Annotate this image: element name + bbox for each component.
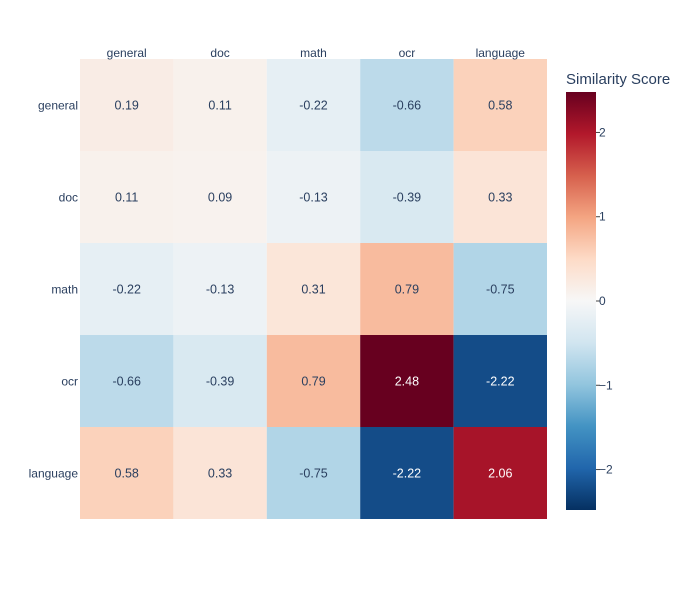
colorbar-tick-label: 2 — [599, 125, 606, 139]
heatmap-cell-language-general — [80, 427, 174, 519]
cell-value-label: 0.11 — [208, 99, 231, 113]
cell-value-label: -0.22 — [299, 99, 328, 113]
cell-value-label: -0.75 — [486, 283, 515, 297]
cell-value-label: -0.22 — [112, 283, 141, 297]
heatmap-cell-doc-doc — [173, 151, 267, 243]
colorbar: Similarity Score 2 1 0 −1 −2 — [566, 71, 670, 510]
cell-value-label: 0.58 — [488, 99, 512, 113]
cell-value-label: 0.58 — [115, 467, 139, 481]
cell-value-label: 0.09 — [208, 191, 232, 205]
cell-value-label: 0.11 — [115, 191, 138, 205]
heatmap-cell-language-doc — [173, 427, 267, 519]
heatmap-cell-doc-general — [80, 151, 174, 243]
cell-value-label: -2.22 — [486, 375, 515, 389]
heatmap-cell-ocr-doc — [173, 335, 267, 427]
cell-value-label: 0.19 — [115, 99, 139, 113]
cell-value-label: -0.13 — [206, 283, 235, 297]
cell-value-label: -0.66 — [393, 99, 422, 113]
cell-value-label: -0.39 — [393, 191, 422, 205]
colorbar-tick-label: −1 — [599, 378, 613, 392]
heatmap-cell-math-doc — [173, 243, 267, 335]
cell-value-label: 2.48 — [395, 375, 419, 389]
heatmap-cell-ocr-ocr — [360, 335, 454, 427]
heatmap-cell-doc-ocr — [360, 151, 454, 243]
heatmap-cell-labels: 0.19 0.11 -0.22 -0.66 0.58 0.11 0.09 -0.13 -0.39… — [112, 99, 514, 481]
cell-value-label: 2.06 — [488, 467, 512, 481]
x-tick-label-math: math — [300, 46, 327, 60]
colorbar-gradient — [566, 92, 596, 510]
heatmap-cell-doc-math — [266, 151, 361, 243]
heatmap-cell-ocr-general — [80, 335, 174, 427]
heatmap-cell-math-math — [266, 243, 361, 335]
heatmap-cell-ocr-language — [453, 335, 547, 427]
cell-value-label: -0.75 — [299, 467, 328, 481]
heatmap-cells — [80, 59, 547, 519]
heatmap-cell-general-doc — [173, 59, 267, 151]
heatmap-cell-math-general — [80, 243, 174, 335]
cell-value-label: 0.31 — [301, 283, 325, 297]
cell-value-label: 0.79 — [301, 375, 325, 389]
heatmap-cell-language-ocr — [360, 427, 454, 519]
x-tick-label-doc: doc — [210, 46, 229, 60]
heatmap-cell-ocr-math — [266, 335, 361, 427]
cell-value-label: 0.79 — [395, 283, 419, 297]
colorbar-ticks: 2 1 0 −1 −2 — [596, 125, 613, 477]
y-tick-label-doc: doc — [59, 191, 78, 205]
y-tick-label-math: math — [51, 283, 78, 297]
y-tick-label-general: general — [38, 99, 78, 113]
cell-value-label: -0.39 — [206, 375, 235, 389]
heatmap-cell-general-language — [453, 59, 547, 151]
heatmap-cell-doc-language — [453, 151, 547, 243]
heatmap-cell-language-math — [266, 427, 361, 519]
cell-value-label: -0.66 — [112, 375, 141, 389]
x-tick-label-language: language — [476, 46, 526, 60]
y-tick-label-language: language — [29, 467, 79, 481]
colorbar-title: Similarity Score — [566, 71, 670, 88]
y-tick-label-ocr: ocr — [61, 375, 78, 389]
heatmap-cell-math-ocr — [360, 243, 454, 335]
x-tick-label-general: general — [107, 46, 147, 60]
colorbar-tick-label: 1 — [599, 210, 606, 224]
heatmap-cell-math-language — [453, 243, 547, 335]
cell-value-label: -2.22 — [393, 467, 422, 481]
heatmap-cell-general-ocr — [360, 59, 454, 151]
colorbar-tick-label: 0 — [599, 294, 606, 308]
cell-value-label: -0.13 — [299, 191, 328, 205]
x-tick-label-ocr: ocr — [399, 46, 416, 60]
heatmap-cell-language-language — [453, 427, 547, 519]
heatmap-cell-general-general — [80, 59, 174, 151]
cell-value-label: 0.33 — [208, 467, 232, 481]
colorbar-tick-label: −2 — [599, 463, 613, 477]
y-axis-tick-labels: general doc math ocr language — [29, 99, 79, 481]
x-axis-tick-labels: general doc math ocr language — [107, 46, 526, 60]
cell-value-label: 0.33 — [488, 191, 512, 205]
heatmap-cell-general-math — [266, 59, 361, 151]
